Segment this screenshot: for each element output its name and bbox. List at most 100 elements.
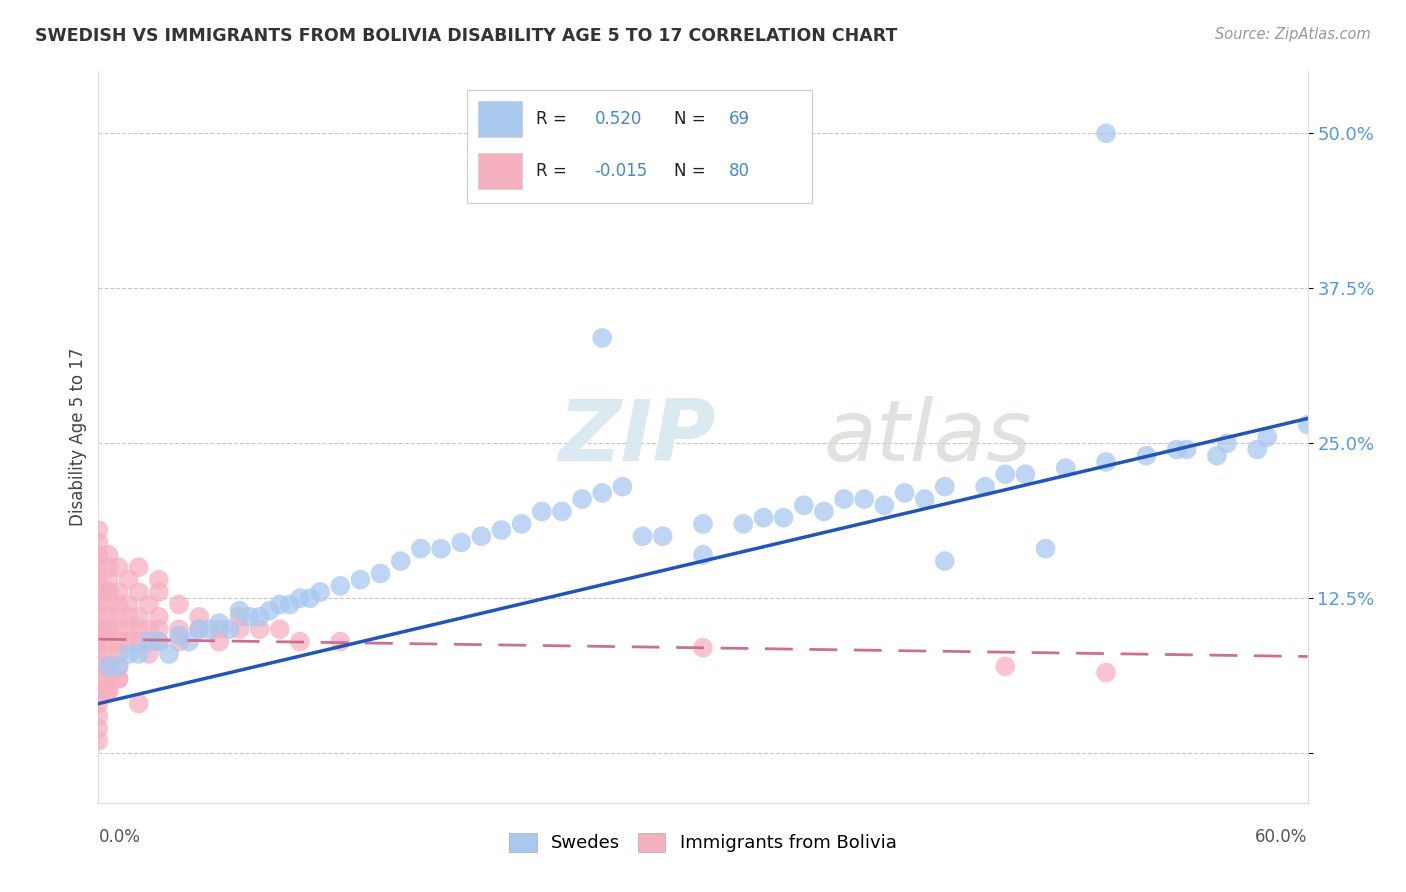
- Point: [571, 491, 593, 506]
- Point: [1035, 541, 1057, 556]
- Point: [97, 672, 120, 686]
- Point: [118, 573, 141, 587]
- Point: [389, 554, 412, 568]
- Point: [832, 491, 855, 506]
- Point: [87, 659, 110, 673]
- Point: [813, 504, 835, 518]
- Point: [148, 585, 170, 599]
- Point: [591, 486, 613, 500]
- Point: [249, 610, 271, 624]
- Point: [97, 622, 120, 636]
- Point: [157, 647, 180, 661]
- Point: [138, 647, 160, 661]
- Point: [329, 579, 352, 593]
- Point: [87, 684, 110, 698]
- Point: [198, 622, 221, 636]
- Point: [278, 598, 301, 612]
- Point: [288, 634, 311, 648]
- Point: [148, 634, 170, 648]
- Point: [491, 523, 513, 537]
- Point: [107, 622, 129, 636]
- Point: [450, 535, 472, 549]
- Point: [752, 510, 775, 524]
- Point: [87, 634, 110, 648]
- Point: [188, 622, 211, 636]
- Point: [299, 591, 322, 606]
- Point: [97, 585, 120, 599]
- Point: [530, 504, 553, 518]
- Point: [612, 480, 634, 494]
- Point: [87, 573, 110, 587]
- Point: [692, 516, 714, 531]
- Point: [934, 480, 956, 494]
- Point: [269, 598, 291, 612]
- Point: [249, 622, 271, 636]
- Point: [1095, 665, 1118, 680]
- Point: [107, 672, 129, 686]
- Point: [97, 684, 120, 698]
- Point: [97, 585, 120, 599]
- Point: [107, 610, 129, 624]
- Point: [1256, 430, 1278, 444]
- Point: [994, 659, 1017, 673]
- Point: [470, 529, 492, 543]
- Point: [188, 610, 211, 624]
- Point: [107, 634, 129, 648]
- Point: [1135, 449, 1157, 463]
- Text: 60.0%: 60.0%: [1256, 828, 1308, 846]
- Point: [107, 659, 129, 673]
- Point: [87, 598, 110, 612]
- Point: [1095, 455, 1118, 469]
- Point: [97, 548, 120, 562]
- Point: [167, 628, 190, 642]
- Point: [934, 554, 956, 568]
- Text: 0.0%: 0.0%: [98, 828, 141, 846]
- Point: [128, 610, 150, 624]
- Point: [138, 598, 160, 612]
- Point: [269, 622, 291, 636]
- Point: [97, 610, 120, 624]
- Point: [1206, 449, 1229, 463]
- Text: ZIP: ZIP: [558, 395, 716, 479]
- Point: [148, 622, 170, 636]
- Point: [87, 697, 110, 711]
- Point: [87, 523, 110, 537]
- Point: [97, 684, 120, 698]
- Point: [772, 510, 794, 524]
- Point: [118, 634, 141, 648]
- Text: atlas: atlas: [824, 395, 1032, 479]
- Point: [853, 491, 876, 506]
- Point: [228, 604, 250, 618]
- Point: [118, 647, 141, 661]
- Point: [97, 659, 120, 673]
- Point: [188, 622, 211, 636]
- Point: [208, 615, 231, 630]
- Point: [97, 560, 120, 574]
- Point: [914, 491, 936, 506]
- Point: [87, 647, 110, 661]
- Point: [128, 634, 150, 648]
- Point: [118, 622, 141, 636]
- Point: [87, 634, 110, 648]
- Point: [551, 504, 574, 518]
- Point: [167, 622, 190, 636]
- Point: [148, 573, 170, 587]
- Point: [430, 541, 453, 556]
- Point: [1175, 442, 1198, 457]
- Point: [409, 541, 432, 556]
- Point: [107, 560, 129, 574]
- Point: [97, 647, 120, 661]
- Point: [97, 622, 120, 636]
- Point: [349, 573, 371, 587]
- Point: [208, 634, 231, 648]
- Point: [107, 659, 129, 673]
- Point: [97, 598, 120, 612]
- Point: [138, 622, 160, 636]
- Point: [97, 634, 120, 648]
- Text: Source: ZipAtlas.com: Source: ZipAtlas.com: [1215, 27, 1371, 42]
- Point: [179, 634, 201, 648]
- Point: [1296, 417, 1319, 432]
- Point: [228, 610, 250, 624]
- Point: [128, 622, 150, 636]
- Point: [97, 659, 120, 673]
